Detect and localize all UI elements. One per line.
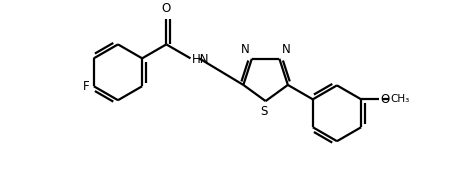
Text: O: O <box>162 2 171 15</box>
Text: O: O <box>380 93 389 106</box>
Text: CH₃: CH₃ <box>390 94 409 104</box>
Text: N: N <box>240 43 249 56</box>
Text: N: N <box>282 43 291 56</box>
Text: F: F <box>83 80 89 93</box>
Text: S: S <box>260 105 267 118</box>
Text: HN: HN <box>192 53 210 66</box>
